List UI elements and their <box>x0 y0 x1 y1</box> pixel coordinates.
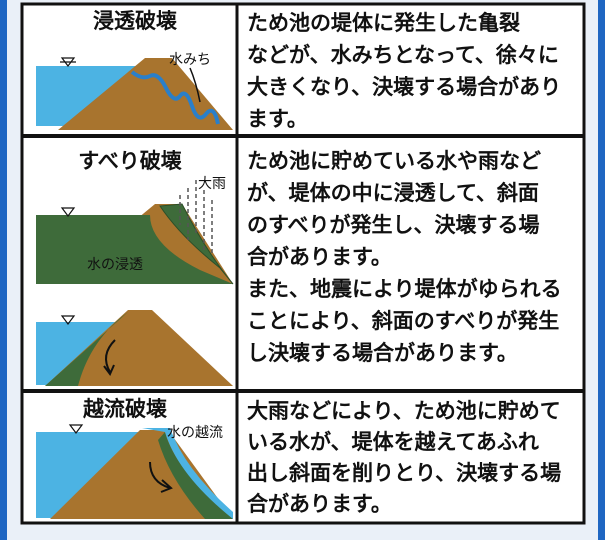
body-line: 大雨などにより、ため池に貯めて <box>247 399 561 423</box>
row-title: すべり破壊 <box>78 149 182 173</box>
seepage-illustration <box>36 57 233 130</box>
body-line: ため池の堤体に発生した亀裂 <box>247 11 520 35</box>
body-line: ため池に貯めている水や雨など <box>247 149 541 173</box>
body-line: いる水が、堤体を越えてあふれ <box>247 430 539 454</box>
frame-left <box>0 0 7 540</box>
frame-right <box>598 0 605 540</box>
diagram-label: 水の越流 <box>167 425 223 441</box>
diagram-label: 大雨 <box>198 176 226 192</box>
body-line: 合があります。 <box>247 492 392 516</box>
overflow-illustration <box>36 424 233 519</box>
body-line: が、堤体の中に浸透して、斜面 <box>247 181 539 205</box>
body-line: 出し斜面を削りとり、決壊する場 <box>247 461 561 485</box>
body-line: 大きくなり、決壊する場合があり <box>247 75 561 99</box>
row-title: 浸透破壊 <box>93 9 177 33</box>
diagram-label: 水みち <box>169 52 211 68</box>
row-title: 越流破壊 <box>82 397 167 421</box>
body-line: 合があります。 <box>247 245 392 269</box>
body-line: また、地震により堤体がゆられる <box>247 277 562 301</box>
diagram-label: 水の浸透 <box>87 257 143 273</box>
body-line: ことにより、斜面のすべりが発生 <box>247 309 559 333</box>
body-line: のすべりが発生し、決壊する場 <box>247 213 540 237</box>
body-line: ます。 <box>247 107 308 131</box>
body-line: し決壊する場合があります。 <box>247 341 518 365</box>
slip-illustration <box>36 180 234 386</box>
body-line: などが、水みちとなって、徐々に <box>247 43 559 67</box>
